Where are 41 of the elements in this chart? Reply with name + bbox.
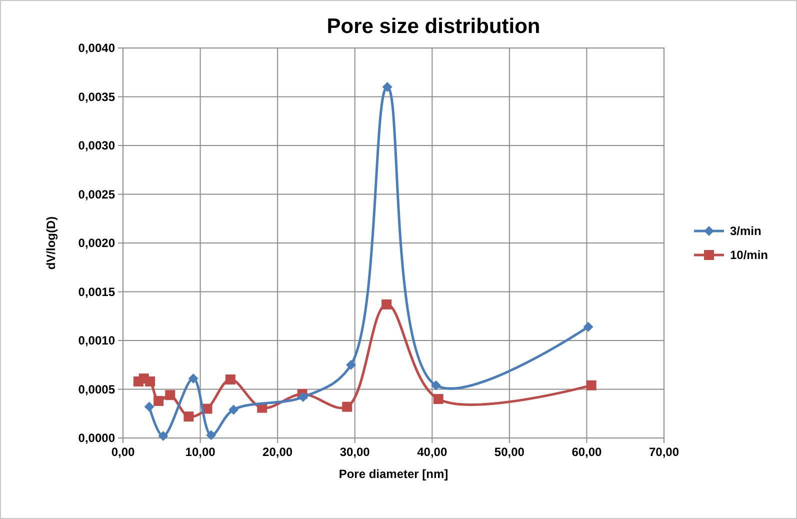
point — [154, 396, 164, 406]
point — [583, 322, 594, 332]
point — [433, 394, 444, 404]
y-tick-label: 0,0000 — [78, 431, 116, 446]
x-tick-label: 70,00 — [648, 445, 680, 459]
x-tick-label: 50,00 — [494, 445, 525, 459]
point — [225, 374, 236, 384]
point — [382, 82, 392, 92]
y-tick-label: 0,0005 — [78, 382, 116, 396]
x-tick-label: 40,00 — [417, 445, 448, 459]
point — [144, 402, 154, 412]
x-tick-label: 30,00 — [340, 445, 370, 459]
point — [298, 392, 308, 402]
point — [382, 299, 392, 310]
point — [228, 404, 239, 415]
x-tick-label: 20,00 — [262, 445, 293, 459]
legend-label: 3/min — [730, 224, 762, 238]
y-tick-label: 0,0035 — [78, 90, 116, 104]
y-axis-title: dV/log(D) — [44, 216, 58, 270]
x-tick-label: 0,00 — [111, 445, 135, 459]
y-tick-label: 0,0030 — [78, 138, 116, 153]
y-tick-label: 0,0010 — [78, 334, 116, 348]
point — [346, 360, 356, 370]
y-tick-label: 0,0040 — [78, 41, 116, 56]
y-tick-label: 0,0015 — [78, 284, 116, 299]
point — [145, 376, 156, 386]
point — [188, 374, 198, 384]
y-tick-label: 0,0025 — [78, 187, 116, 202]
legend-label: 10/min — [730, 248, 768, 262]
x-tick-label: 10,00 — [185, 445, 216, 459]
point — [586, 380, 596, 390]
point — [165, 390, 176, 400]
chart-title: Pore size distribution — [326, 15, 540, 38]
point — [206, 430, 216, 440]
x-tick-label: 60,00 — [572, 445, 602, 459]
point — [342, 402, 352, 412]
x-axis-title: Pore diameter [nm] — [338, 467, 448, 481]
point — [184, 412, 194, 422]
point — [431, 380, 442, 390]
y-tick-label: 0,0020 — [78, 236, 116, 250]
point — [158, 431, 168, 442]
